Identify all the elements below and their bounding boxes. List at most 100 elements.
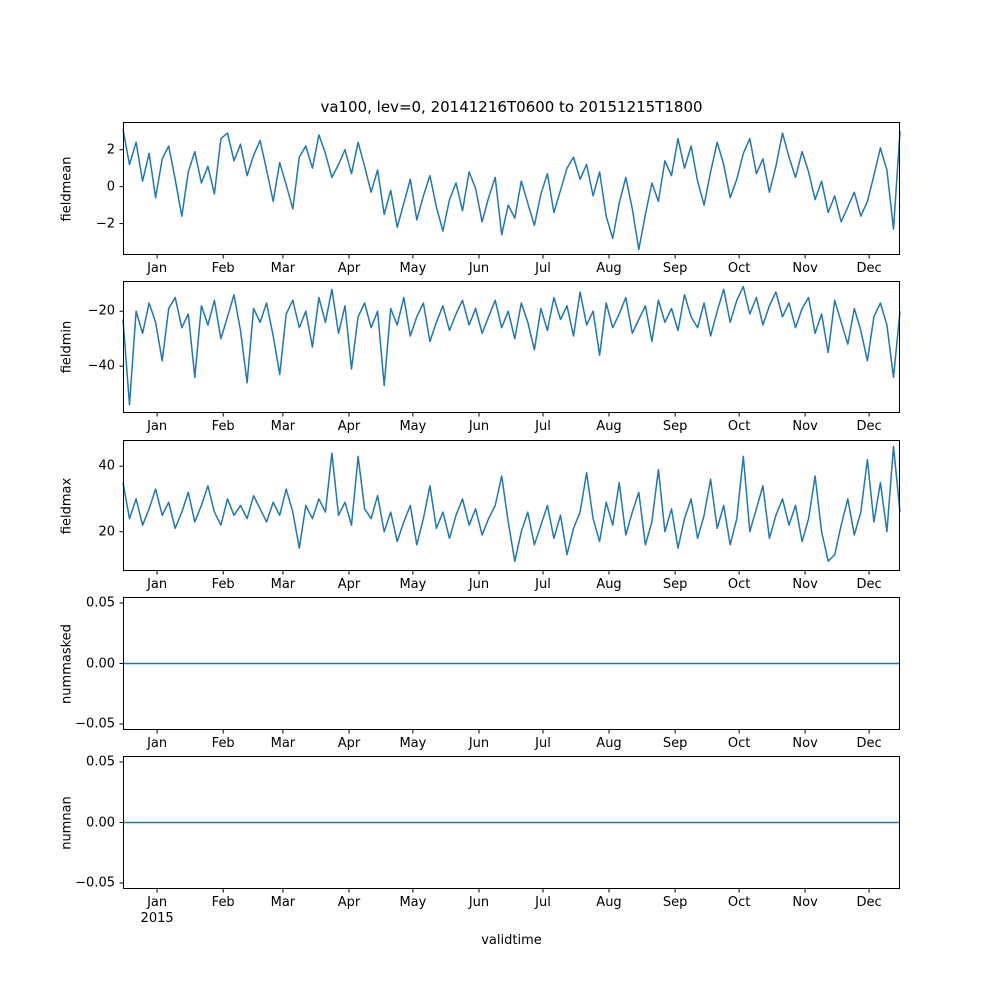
y-tick-label: −40 bbox=[87, 358, 115, 374]
y-tick-label: −2 bbox=[95, 216, 115, 232]
x-tick-label-dec: Dec bbox=[856, 419, 882, 434]
x-tick-label-dec: Dec bbox=[856, 261, 882, 276]
y-tick-label: −0.05 bbox=[75, 716, 115, 732]
x-tick-label-feb: Feb bbox=[211, 736, 235, 751]
x-tick-label-aug: Aug bbox=[596, 895, 622, 910]
x-tick-label-oct: Oct bbox=[727, 577, 751, 592]
x-tick-label-may: May bbox=[399, 577, 427, 592]
y-tick-label: 20 bbox=[98, 524, 115, 540]
x-tick-label-apr: Apr bbox=[337, 261, 361, 276]
x-tick-label-sep: Sep bbox=[662, 261, 688, 276]
subplot-nummasked: nummasked 0.05 0.00 −0.05 Jan Feb Mar Apr May Ju… bbox=[60, 596, 900, 751]
x-tick-label-aug: Aug bbox=[596, 261, 622, 276]
x-tick-label-sep: Sep bbox=[662, 577, 688, 592]
x-tick-label-feb: Feb bbox=[211, 895, 235, 910]
x-tick-label-apr: Apr bbox=[337, 895, 361, 910]
y-tick-label: 0.05 bbox=[86, 595, 115, 611]
x-tick-label-jun: Jun bbox=[468, 261, 490, 276]
y-axis-label-nummasked: nummasked bbox=[59, 623, 75, 704]
x-axis-label: validtime bbox=[481, 933, 542, 948]
y-tick-label: −20 bbox=[87, 303, 115, 319]
x-tick-label-aug: Aug bbox=[596, 736, 622, 751]
x-tick-label-dec: Dec bbox=[856, 736, 882, 751]
chart-canvas bbox=[119, 281, 901, 417]
chart-canvas bbox=[119, 597, 900, 734]
x-tick-label-jul: Jul bbox=[535, 419, 551, 434]
year-label: 2015 bbox=[140, 911, 174, 926]
x-tick-label-jan: Jan bbox=[147, 261, 168, 276]
x-tick-label-oct: Oct bbox=[727, 736, 751, 751]
x-tick-label-oct: Oct bbox=[727, 419, 751, 434]
axes-frame bbox=[123, 440, 900, 571]
data-line-fieldmax bbox=[122, 445, 901, 562]
axes-frame bbox=[123, 122, 900, 255]
y-tick-label: 0.05 bbox=[86, 754, 115, 770]
x-tick-label-jan: Jan bbox=[147, 895, 168, 910]
data-line-fieldmean bbox=[122, 129, 901, 251]
axes-frame bbox=[123, 281, 900, 413]
axes-frame bbox=[123, 597, 900, 730]
x-tick-label-dec: Dec bbox=[856, 577, 882, 592]
x-tick-label-aug: Aug bbox=[596, 577, 622, 592]
data-line-fieldmin bbox=[122, 285, 901, 406]
y-tick-label: 0.00 bbox=[86, 815, 115, 830]
y-axis-label-fieldmin: fieldmin bbox=[59, 320, 75, 374]
chart-canvas bbox=[119, 440, 901, 575]
x-tick-label-jul: Jul bbox=[535, 261, 551, 276]
x-tick-label-nov: Nov bbox=[792, 736, 818, 751]
x-tick-label-nov: Nov bbox=[792, 895, 818, 910]
subplot-fieldmin: fieldmin −20 −40 Jan Feb Mar Apr May Jun Jul Aug S… bbox=[60, 281, 901, 434]
chart-canvas bbox=[119, 122, 901, 259]
x-tick-label-jul: Jul bbox=[535, 736, 551, 751]
x-tick-label-nov: Nov bbox=[792, 261, 818, 276]
x-tick-label-oct: Oct bbox=[727, 895, 751, 910]
y-axis-label-numnan: numnan bbox=[59, 795, 75, 850]
subplot-numnan: numnan 0.05 0.00 −0.05 Jan Feb Mar Apr May Jun Ju… bbox=[60, 755, 900, 926]
y-tick-label: 0.00 bbox=[86, 656, 115, 671]
x-tick-label-jul: Jul bbox=[535, 895, 551, 910]
subplot-fieldmax: fieldmax 40 20 Jan Feb Mar Apr May Jun Jul Aug Sep… bbox=[60, 440, 901, 592]
x-tick-label-mar: Mar bbox=[270, 419, 296, 434]
x-tick-label-jan: Jan bbox=[147, 577, 168, 592]
x-tick-label-feb: Feb bbox=[211, 419, 235, 434]
x-tick-label-jan: Jan bbox=[147, 736, 168, 751]
subplot-fieldmean: fieldmean 2 0 −2 Jan Feb Mar Apr May Jun Jul Aug Se… bbox=[60, 122, 901, 276]
x-tick-label-sep: Sep bbox=[662, 895, 688, 910]
axes-frame bbox=[123, 756, 900, 889]
y-axis-label-fieldmean: fieldmean bbox=[59, 156, 75, 221]
x-tick-label-jun: Jun bbox=[468, 577, 490, 592]
x-tick-label-may: May bbox=[399, 261, 427, 276]
y-tick-label: 40 bbox=[98, 458, 115, 474]
y-tick-label: 0 bbox=[106, 179, 115, 195]
x-tick-label-dec: Dec bbox=[856, 895, 882, 910]
x-tick-label-mar: Mar bbox=[270, 261, 296, 276]
figure-title: va100, lev=0, 20141216T0600 to 20151215T… bbox=[320, 98, 703, 116]
chart-canvas bbox=[119, 756, 900, 893]
x-tick-label-may: May bbox=[399, 736, 427, 751]
x-tick-label-may: May bbox=[399, 895, 427, 910]
y-tick-label: −0.05 bbox=[75, 875, 115, 891]
x-tick-label-nov: Nov bbox=[792, 419, 818, 434]
y-axis-label-fieldmax: fieldmax bbox=[59, 477, 75, 534]
x-tick-label-jul: Jul bbox=[535, 577, 551, 592]
x-tick-label-oct: Oct bbox=[727, 261, 751, 276]
x-tick-label-apr: Apr bbox=[337, 419, 361, 434]
x-tick-label-jun: Jun bbox=[468, 895, 490, 910]
x-tick-label-mar: Mar bbox=[270, 577, 296, 592]
x-tick-label-jun: Jun bbox=[468, 736, 490, 751]
y-tick-label: 2 bbox=[106, 142, 115, 158]
x-tick-label-sep: Sep bbox=[662, 736, 688, 751]
x-tick-label-may: May bbox=[399, 419, 427, 434]
x-tick-label-jan: Jan bbox=[147, 419, 168, 434]
x-tick-label-apr: Apr bbox=[337, 577, 361, 592]
x-tick-label-mar: Mar bbox=[270, 736, 296, 751]
x-tick-label-feb: Feb bbox=[211, 577, 235, 592]
x-tick-label-apr: Apr bbox=[337, 736, 361, 751]
x-tick-label-jun: Jun bbox=[468, 419, 490, 434]
x-tick-label-nov: Nov bbox=[792, 577, 818, 592]
x-tick-label-feb: Feb bbox=[211, 261, 235, 276]
x-tick-label-aug: Aug bbox=[596, 419, 622, 434]
x-tick-label-sep: Sep bbox=[662, 419, 688, 434]
x-tick-label-mar: Mar bbox=[270, 895, 296, 910]
